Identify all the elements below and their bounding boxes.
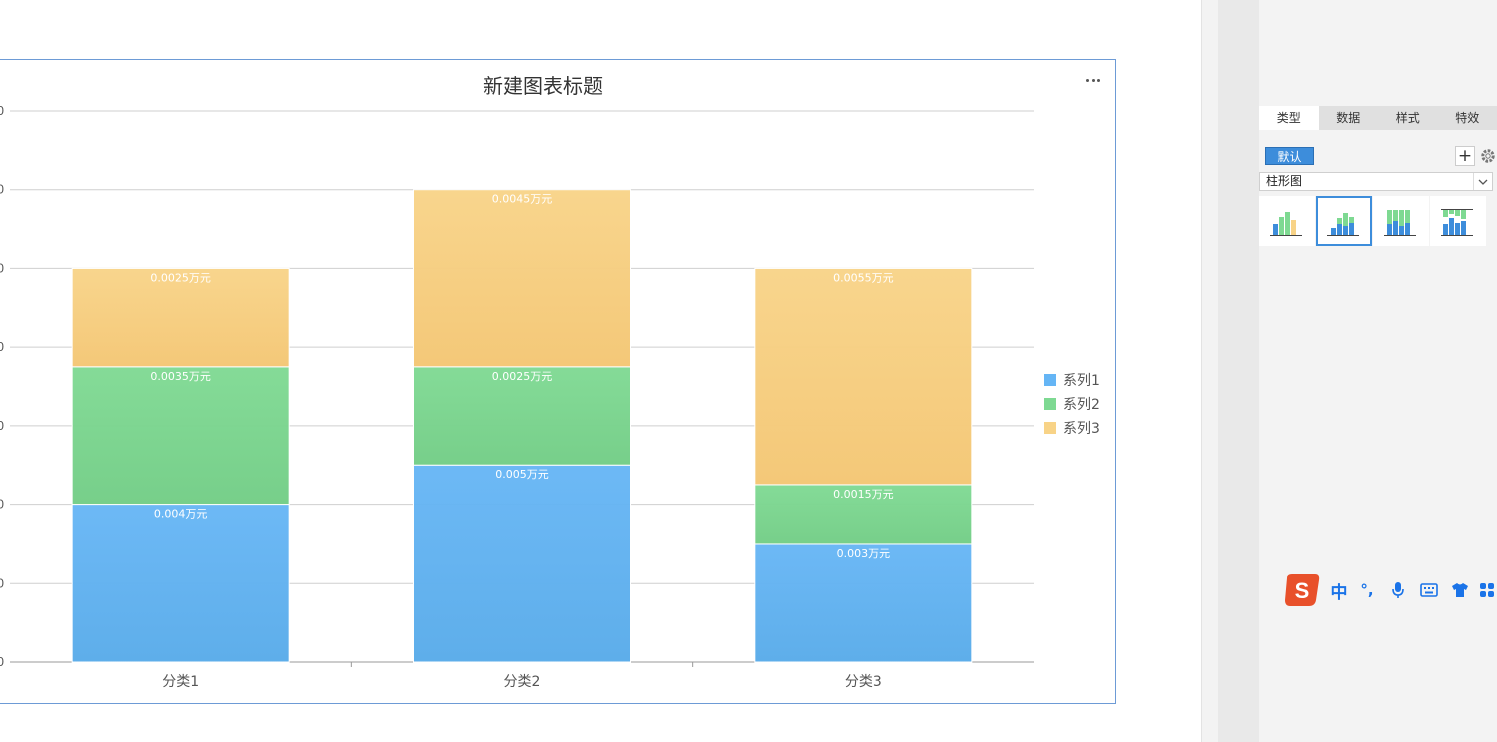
ime-punct-toggle[interactable]: °,	[1360, 581, 1374, 599]
data-label: 0.003万元	[837, 547, 891, 560]
panel-tabs: 类型 数据 样式 特效	[1259, 106, 1497, 130]
data-label: 0.0055万元	[833, 271, 894, 284]
chart-settings-panel: 类型 数据 样式 特效 默认 + 柱形图	[1259, 0, 1497, 742]
data-label: 0.0045万元	[492, 193, 553, 206]
data-label: 0.0035万元	[150, 370, 211, 383]
y-tick-label: 60	[0, 418, 4, 433]
legend-label[interactable]: 系列2	[1063, 397, 1100, 413]
chevron-down-icon	[1473, 173, 1492, 190]
data-label: 0.005万元	[495, 468, 549, 481]
x-tick-label: 分类1	[162, 674, 199, 690]
bar[interactable]	[413, 464, 631, 663]
add-button[interactable]: +	[1455, 146, 1475, 166]
percent-stacked-column-icon[interactable]	[1373, 196, 1429, 246]
bar[interactable]	[413, 189, 631, 368]
tab-type[interactable]: 类型	[1259, 106, 1319, 130]
custom-column-icon[interactable]	[1430, 196, 1486, 246]
y-tick-label: 140	[0, 103, 4, 118]
skin-shirt-icon[interactable]	[1449, 580, 1471, 600]
bar[interactable]	[71, 267, 290, 368]
tab-data[interactable]: 数据	[1336, 111, 1361, 125]
legend-label[interactable]: 系列3	[1063, 421, 1100, 437]
bar[interactable]	[71, 504, 290, 663]
chart-type-select[interactable]: 柱形图	[1259, 172, 1493, 191]
microphone-icon[interactable]	[1387, 580, 1409, 600]
ime-mode-toggle[interactable]: 中	[1330, 582, 1348, 603]
panel-splitter[interactable]	[1201, 0, 1219, 742]
chart-type-value: 柱形图	[1266, 174, 1303, 188]
x-tick-label: 分类2	[504, 674, 541, 690]
keyboard-icon[interactable]	[1418, 580, 1440, 600]
stacked-column-icon[interactable]	[1316, 196, 1372, 246]
bar[interactable]	[754, 267, 973, 486]
toolbox-grid-icon[interactable]	[1478, 580, 1497, 600]
legend-label[interactable]: 系列1	[1063, 373, 1100, 389]
tab-effects[interactable]: 特效	[1455, 111, 1480, 125]
bar[interactable]	[413, 366, 631, 466]
ime-logo-letter: S	[1295, 578, 1310, 603]
default-preset-tag[interactable]: 默认	[1265, 147, 1314, 165]
ime-toolbar: S 中 °,	[1283, 572, 1497, 608]
chart-svg: 0 20 40 60 80 100 120 140 新建图表标题 0.004万元 0.0035万元 0…	[0, 74, 1100, 690]
data-label: 0.004万元	[154, 508, 208, 521]
bar[interactable]	[754, 484, 973, 545]
data-label: 0.0025万元	[492, 370, 553, 383]
y-tick-label: 80	[0, 339, 4, 354]
chart-title: 新建图表标题	[483, 74, 603, 98]
legend-swatch	[1044, 422, 1056, 434]
bar[interactable]	[754, 543, 973, 663]
y-tick-label: 40	[0, 497, 4, 512]
y-tick-label: 120	[0, 182, 4, 197]
chart-variants	[1259, 196, 1497, 248]
panel-gutter	[1218, 0, 1259, 742]
panel-body: 默认 + 柱形图	[1259, 130, 1497, 742]
legend-swatch	[1044, 398, 1056, 410]
gear-icon[interactable]	[1479, 146, 1497, 166]
tab-style[interactable]: 样式	[1395, 111, 1420, 125]
data-label: 0.0025万元	[150, 271, 211, 284]
bar[interactable]	[71, 366, 290, 506]
ime-logo-icon[interactable]: S	[1283, 572, 1321, 608]
more-options-icon[interactable]	[1083, 70, 1103, 90]
clustered-column-icon[interactable]	[1259, 196, 1315, 246]
y-tick-label: 100	[0, 260, 4, 275]
legend-swatch	[1044, 374, 1056, 386]
y-tick-label: 20	[0, 575, 4, 590]
x-tick-label: 分类3	[845, 674, 882, 690]
data-label: 0.0015万元	[833, 488, 894, 501]
y-tick-label: 0	[0, 654, 4, 669]
